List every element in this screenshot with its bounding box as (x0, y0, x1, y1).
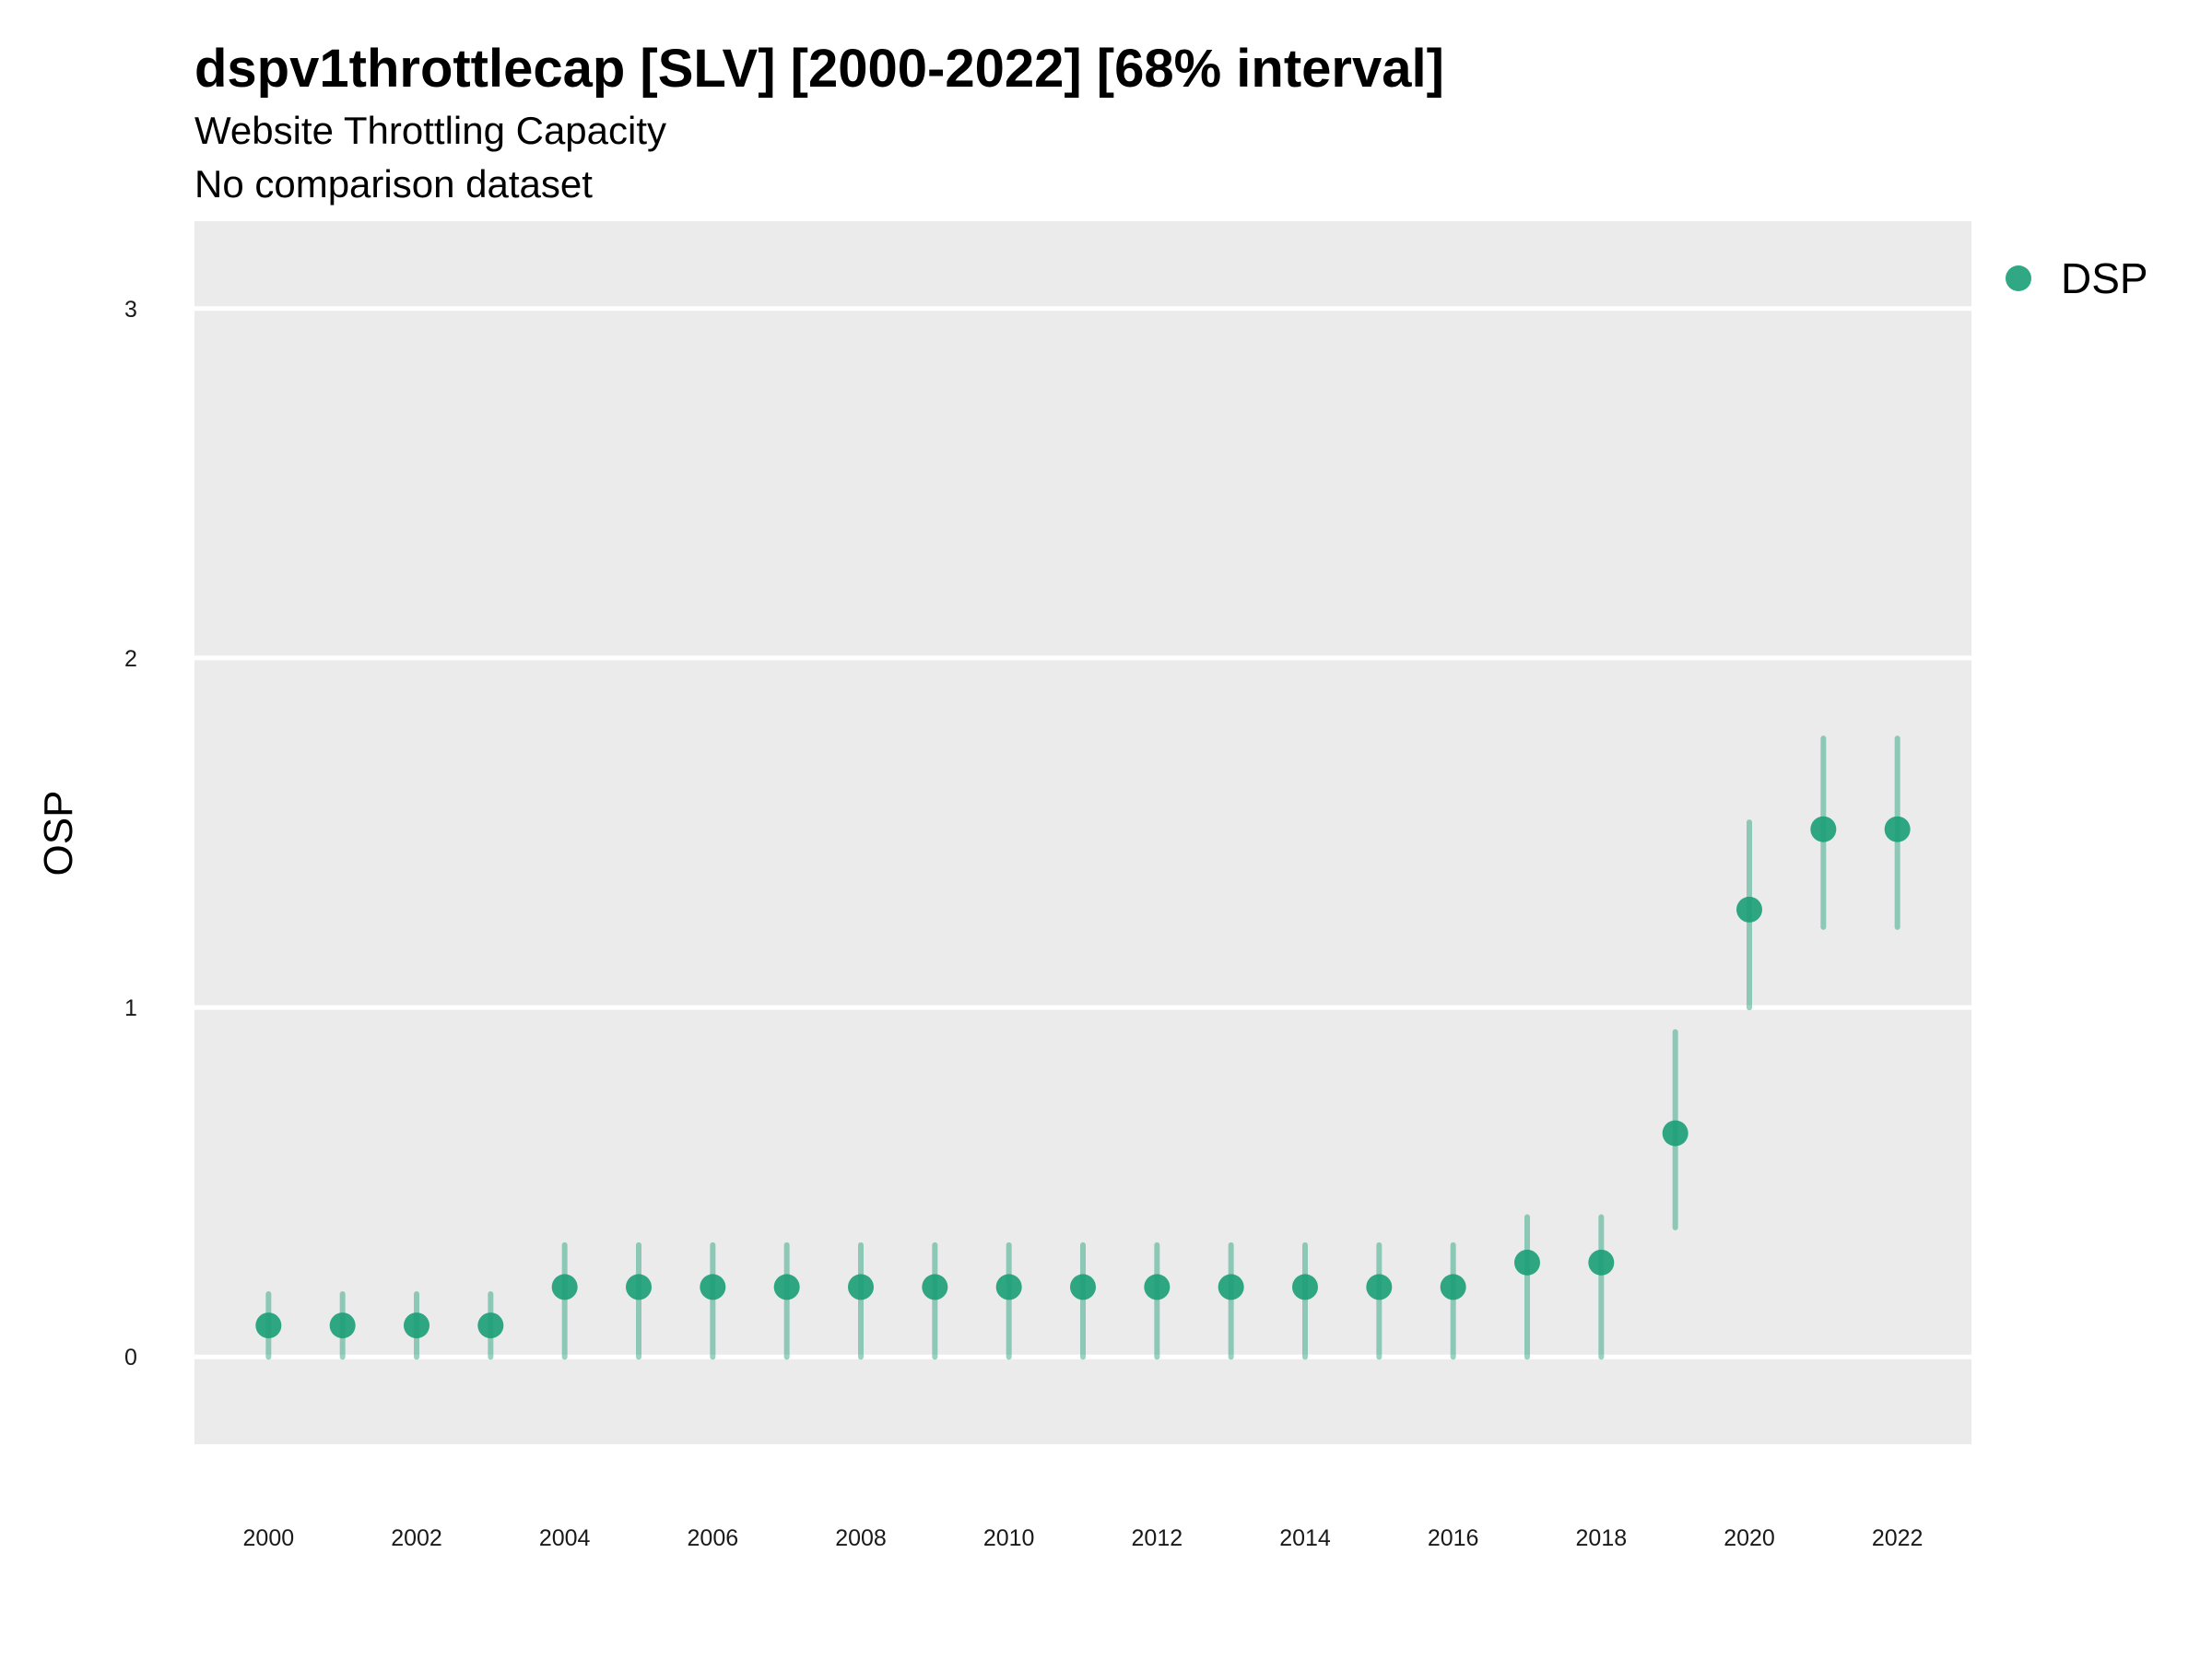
chart-subtitle-secondary: No comparison dataset (194, 162, 593, 206)
y-axis-label: OSP (36, 791, 81, 877)
x-tick-label-2006: 2006 (688, 1525, 739, 1551)
x-tick-label-2022: 2022 (1872, 1525, 1924, 1551)
data-point-2016 (1440, 1274, 1466, 1300)
data-point-2008 (848, 1274, 874, 1300)
x-tick-label-2002: 2002 (391, 1525, 442, 1551)
chart-title: dspv1throttlecap [SLV] [2000-2022] [68% … (194, 39, 1444, 99)
data-point-2004 (551, 1274, 578, 1300)
plot-panel (194, 221, 1971, 1444)
legend-label-dsp: DSP (2061, 254, 2148, 302)
data-point-2012 (1144, 1274, 1171, 1300)
data-point-2006 (700, 1274, 726, 1300)
x-axis-ticks: 2000 2002 2004 2006 2008 2010 2012 2014 2016 2018… (243, 1525, 1924, 1551)
data-point-2009 (922, 1274, 948, 1300)
data-point-2007 (773, 1274, 800, 1300)
data-point-2002 (404, 1312, 429, 1339)
x-tick-label-2018: 2018 (1576, 1525, 1628, 1551)
data-point-2018 (1588, 1249, 1615, 1276)
x-tick-label-2014: 2014 (1279, 1525, 1331, 1551)
legend-marker-dsp (2006, 265, 2031, 291)
y-tick-label-0: 0 (124, 1345, 137, 1371)
x-tick-label-2012: 2012 (1132, 1525, 1183, 1551)
x-tick-label-2004: 2004 (539, 1525, 591, 1551)
data-point-2011 (1070, 1274, 1096, 1300)
data-point-2005 (626, 1274, 652, 1300)
data-point-2010 (995, 1274, 1022, 1300)
y-tick-label-1: 1 (124, 995, 137, 1021)
gridlines (194, 306, 1971, 1359)
x-tick-label-2010: 2010 (983, 1525, 1035, 1551)
data-point-2015 (1366, 1274, 1393, 1300)
data-marks (255, 735, 1911, 1360)
chart-subtitle: Website Throttling Capacity (194, 109, 666, 152)
data-point-2003 (477, 1312, 504, 1339)
y-tick-label-2: 2 (124, 646, 137, 672)
data-point-2022 (1884, 816, 1911, 842)
x-tick-label-2020: 2020 (1724, 1525, 1775, 1551)
data-point-2001 (329, 1312, 356, 1339)
data-point-2019 (1662, 1120, 1688, 1147)
data-point-2014 (1292, 1274, 1318, 1300)
data-point-2013 (1218, 1274, 1244, 1300)
x-tick-label-2008: 2008 (835, 1525, 887, 1551)
x-tick-label-2016: 2016 (1428, 1525, 1479, 1551)
y-tick-label-3: 3 (124, 297, 137, 323)
data-point-2017 (1514, 1249, 1540, 1276)
y-axis-ticks: 0 1 2 3 (124, 297, 137, 1371)
data-point-2020 (1736, 896, 1762, 923)
data-point-2000 (255, 1312, 282, 1339)
x-tick-label-2000: 2000 (243, 1525, 295, 1551)
data-point-2021 (1810, 816, 1837, 842)
